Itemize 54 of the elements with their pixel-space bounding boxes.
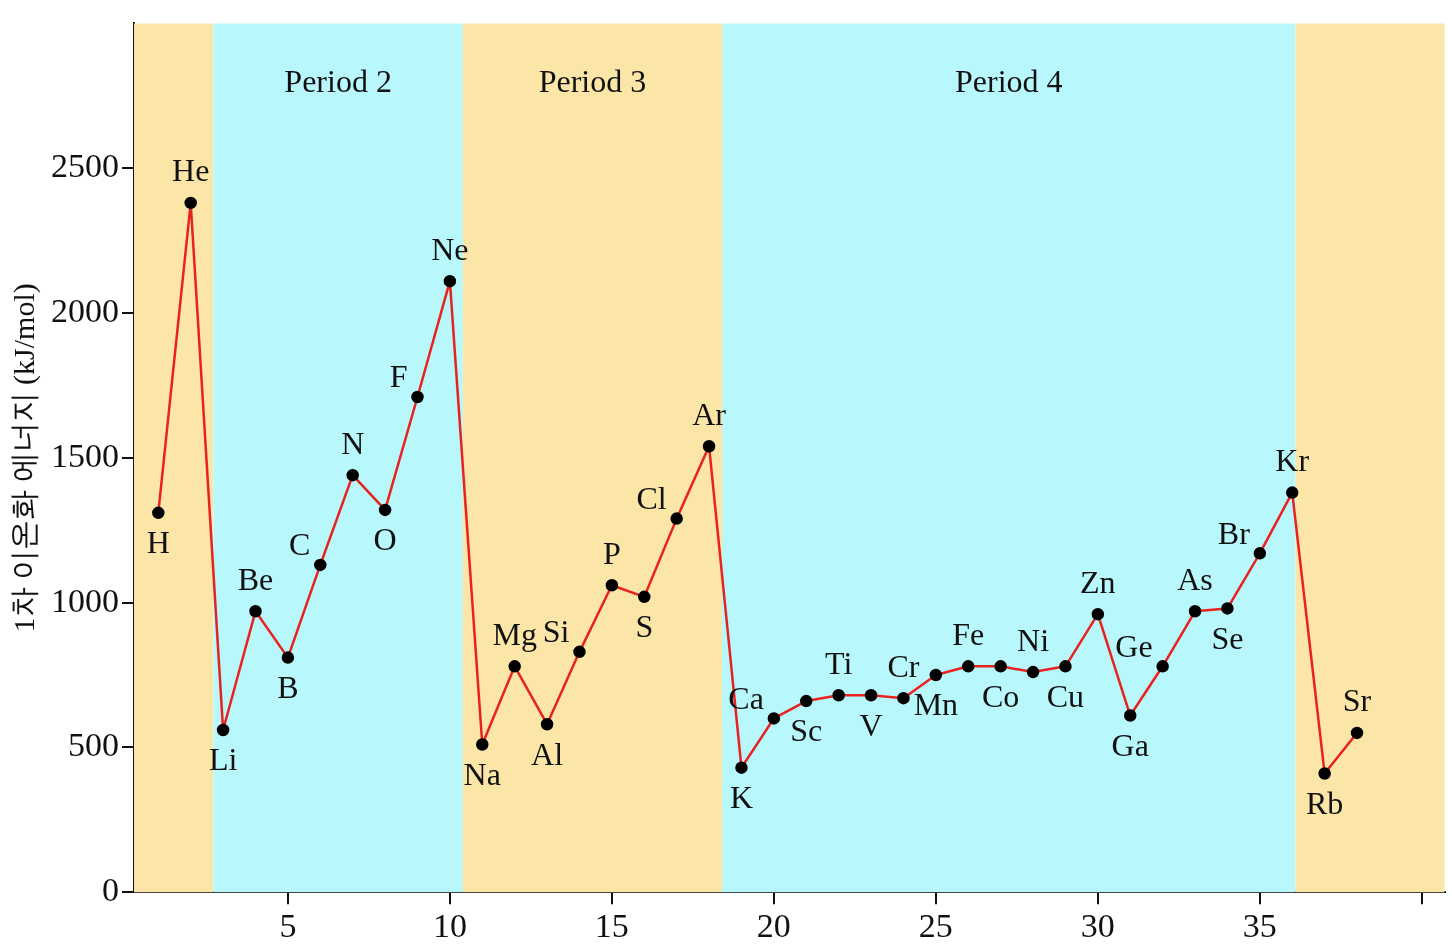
annotation: Fe [952,615,985,652]
annotation: Si [542,613,570,650]
band-label: Period 3 [538,62,647,99]
annotation: Ge [1115,627,1153,664]
annotation: K [729,779,754,816]
annotation: Zn [1080,563,1116,600]
annotation: F [389,358,408,395]
annotation: V [859,706,883,743]
y-axis-title: 1차 이온화 에너지 (kJ/mol) [6,283,41,633]
annotation: Cl [636,480,667,517]
annotation: H [146,524,170,561]
annotation: He [172,152,210,189]
y-tick-label: 1500 [51,436,119,474]
y-tick-label: 2500 [51,147,119,185]
annotation: Mg [492,615,537,652]
annotation: C [288,526,311,563]
annotation: As [1177,560,1213,597]
annotation: O [373,521,397,558]
annotation: Co [981,677,1020,714]
y-tick-label: 500 [68,726,119,764]
annotation: Mn [913,686,959,723]
annotation: Rb [1305,784,1344,821]
annotation: Se [1211,619,1244,656]
annotation: Sc [790,712,823,749]
annotation: Cr [887,647,920,684]
annotation: Na [463,755,501,792]
annotation: Ga [1111,726,1149,763]
annotation: S [635,608,654,645]
annotation: Cu [1046,677,1085,714]
x-tick-label: 20 [756,906,791,944]
band-label: Period 2 [284,62,392,99]
annotation: Be [237,560,274,597]
annotation: Al [531,735,564,772]
x-tick-label: 30 [1080,906,1115,944]
y-tick-label: 2000 [51,291,119,329]
x-tick-label: 5 [279,906,297,944]
annotation: Ar [692,395,727,432]
x-tick-label: 15 [594,906,629,944]
annotation: Br [1217,514,1251,551]
annotation: P [602,534,621,571]
y-tick-label: 0 [102,871,119,909]
x-tick-label: 25 [918,906,953,944]
annotation: Ni [1017,621,1050,658]
x-tick-label: 10 [432,906,467,944]
band-label: Period 4 [954,62,1063,99]
x-tick-label: 35 [1242,906,1277,944]
annotation: Sr [1342,682,1372,719]
annotation: N [341,424,365,461]
annotation: B [277,669,299,706]
annotation: Ti [825,644,853,681]
annotation: Li [208,741,238,778]
y-tick-label: 1000 [51,581,119,619]
annotation: Ne [431,230,469,267]
annotation: Kr [1275,441,1310,478]
